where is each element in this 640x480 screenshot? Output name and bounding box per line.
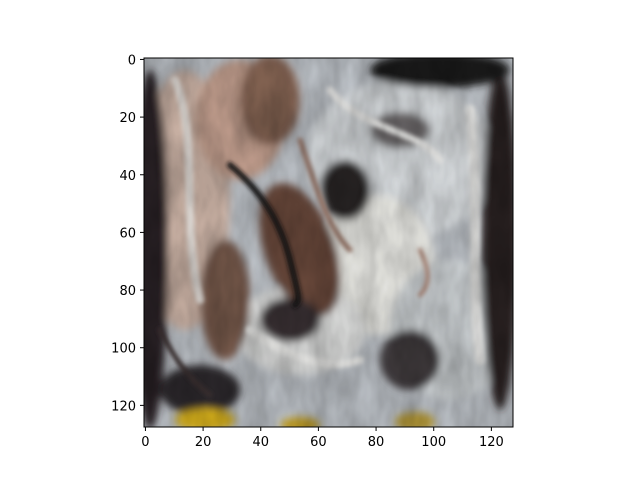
y-tick-label: 120 bbox=[111, 399, 136, 414]
x-tick-label: 80 bbox=[368, 435, 385, 450]
x-tick-label: 0 bbox=[141, 435, 149, 450]
image-frame bbox=[143, 57, 514, 428]
y-tick-label: 80 bbox=[119, 284, 136, 299]
image-area bbox=[144, 58, 513, 427]
x-tick-label: 100 bbox=[421, 435, 446, 450]
x-tick-label: 40 bbox=[252, 435, 269, 450]
y-tick-label: 60 bbox=[119, 226, 136, 241]
y-tick-label: 40 bbox=[119, 169, 136, 184]
x-tick-label: 60 bbox=[310, 435, 327, 450]
x-axis: 0 20 40 60 80 100 120 bbox=[141, 427, 504, 450]
x-tick-label: 20 bbox=[195, 435, 212, 450]
y-tick-label: 0 bbox=[128, 53, 136, 68]
y-axis: 0 20 40 60 80 100 120 bbox=[111, 53, 144, 414]
x-tick-label: 120 bbox=[479, 435, 504, 450]
y-tick-label: 20 bbox=[119, 111, 136, 126]
y-tick-label: 100 bbox=[111, 342, 136, 357]
